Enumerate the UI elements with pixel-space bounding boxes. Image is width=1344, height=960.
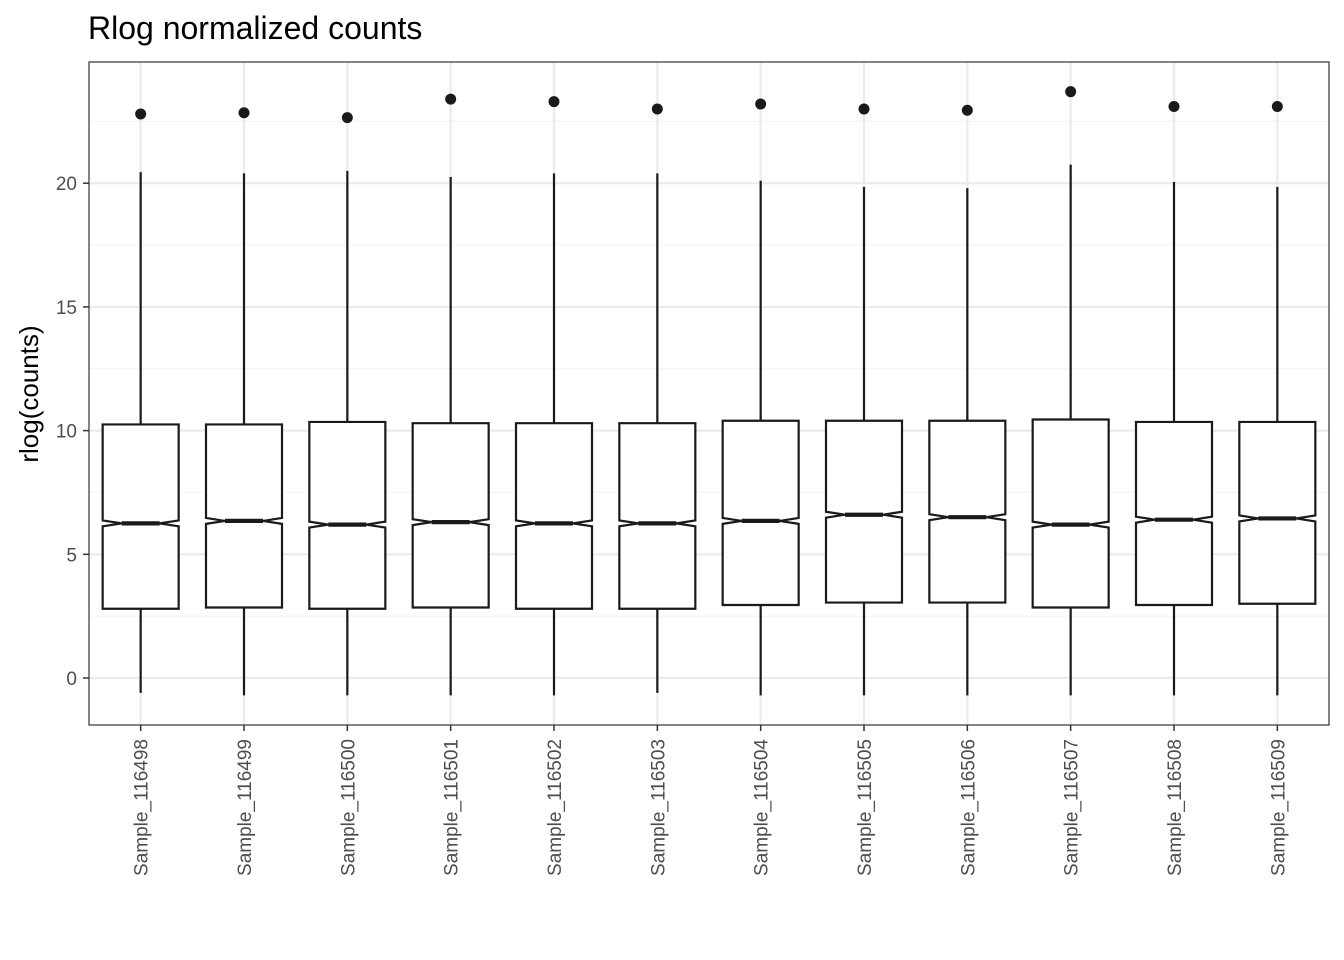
x-tick-label: Sample_116499 [235,739,256,876]
y-tick-label: 5 [66,545,77,566]
x-axis-ticks: Sample_116498 Sample_116499 Sample_116500 S… [132,725,1289,876]
box-body [514,422,594,610]
box-Sample_116509 [1238,101,1317,696]
x-tick-label: Sample_116500 [338,739,359,876]
outlier-point [1168,101,1180,113]
x-tick-label: Sample_116503 [648,739,669,876]
box-Sample_116502 [514,96,594,696]
box-Sample_116506 [928,104,1007,696]
y-tick-label: 10 [56,422,77,443]
x-tick-label: Sample_116504 [752,739,773,876]
grid-lines [89,62,1329,725]
outlier-point [341,112,353,124]
box-Sample_116507 [1031,86,1110,696]
outlier-point [135,108,147,120]
y-axis-label: rlog(counts) [14,325,44,462]
box-body [411,422,490,609]
outlier-point [1065,86,1077,98]
box-body [308,420,387,610]
box-body [928,419,1007,604]
box-body [204,423,284,609]
x-tick-label: Sample_116505 [855,739,876,876]
box-body [1031,418,1110,609]
outlier-point [238,107,250,119]
outlier-point [961,104,973,116]
x-tick-label: Sample_116506 [958,739,979,876]
outlier-point [755,98,767,110]
x-tick-label: Sample_116508 [1165,739,1186,876]
box-body [1238,420,1317,605]
box-body [1134,420,1214,607]
box-Sample_116503 [618,103,697,693]
y-tick-label: 15 [56,298,77,319]
panel-border [88,61,1330,726]
x-tick-label: Sample_116502 [545,739,566,876]
x-tick-label: Sample_116507 [1062,739,1083,876]
box-Sample_116504 [721,98,800,696]
box-Sample_116505 [824,103,904,696]
box-body [721,419,800,607]
box-Sample_116508 [1134,101,1214,696]
x-tick-label: Sample_116498 [132,739,153,876]
outlier-point [548,96,560,108]
box-Sample_116498 [101,108,180,693]
y-tick-label: 20 [56,174,77,195]
outlier-point [445,93,457,105]
outlier-point [1271,101,1283,113]
x-tick-label: Sample_116501 [442,739,463,876]
outlier-point [651,103,663,115]
box-body [824,419,904,604]
box-Sample_116501 [411,93,490,696]
x-tick-label: Sample_116509 [1268,739,1289,876]
box-body [101,423,180,610]
outlier-point [858,103,870,115]
box-series [101,86,1317,696]
chart-title: Rlog normalized counts [88,10,422,46]
box-Sample_116500 [308,112,387,696]
y-axis-ticks: 0 5 10 15 20 [56,174,89,690]
box-body [618,422,697,610]
y-tick-label: 0 [66,669,77,690]
box-Sample_116499 [204,107,284,696]
